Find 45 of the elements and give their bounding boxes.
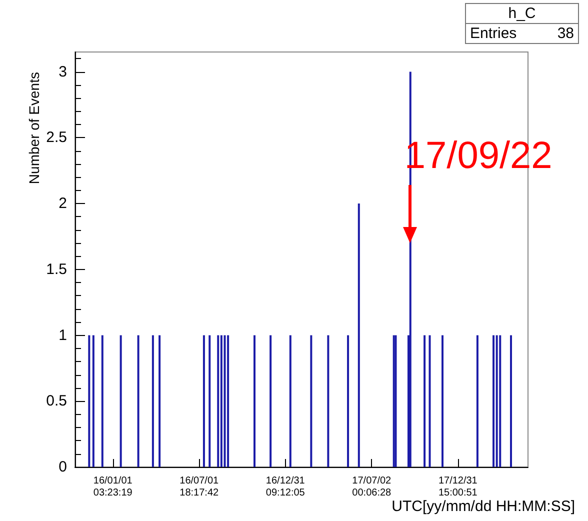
bar [208, 335, 211, 467]
bar [428, 335, 431, 467]
bar [202, 335, 205, 467]
bar [227, 335, 230, 467]
bar [327, 335, 330, 467]
bar [289, 335, 292, 467]
y-tick-label: 1 [58, 326, 67, 344]
bar [424, 335, 426, 467]
bar [310, 335, 312, 467]
text: Entries [470, 25, 517, 42]
bar [158, 335, 161, 467]
text: 38 [557, 25, 574, 42]
x-axis-title: UTC[yy/mm/dd HH:MM:SS] [392, 498, 575, 515]
bar [120, 335, 122, 467]
bar [220, 335, 222, 467]
x-tick-label: 16/01/01 03:23:19 [93, 476, 133, 498]
text: h_C [466, 4, 578, 24]
bar [442, 335, 444, 467]
bar [476, 335, 478, 467]
y-tick-label: 2 [58, 195, 67, 212]
bar [492, 335, 495, 467]
y-tick-label: 3 [58, 63, 67, 80]
y-tick-label: 0.5 [46, 392, 67, 410]
bar [270, 335, 272, 467]
bar [358, 204, 360, 467]
bar [137, 335, 140, 467]
y-tick-label: 1.5 [46, 260, 67, 278]
bar [101, 335, 104, 467]
bar [510, 335, 512, 467]
y-axis-title: Number of Events [26, 72, 42, 184]
bar [499, 335, 502, 467]
y-tick-label: 2.5 [46, 129, 67, 146]
x-tick-label: 16/12/31 09:12:05 [266, 476, 306, 498]
bar [217, 335, 220, 467]
x-tick-label: 17/12/31 15:00:51 [438, 476, 478, 498]
x-tick-label: 17/07/02 00:06:28 [352, 476, 392, 498]
bar [92, 335, 94, 467]
bar [88, 335, 90, 467]
bar [224, 335, 226, 467]
x-tick-label: 16/07/01 18:17:42 [180, 476, 220, 498]
bar [496, 335, 498, 467]
bar [254, 335, 256, 467]
bar [347, 335, 350, 467]
y-tick-label: 0 [58, 458, 67, 476]
bar [152, 335, 154, 467]
